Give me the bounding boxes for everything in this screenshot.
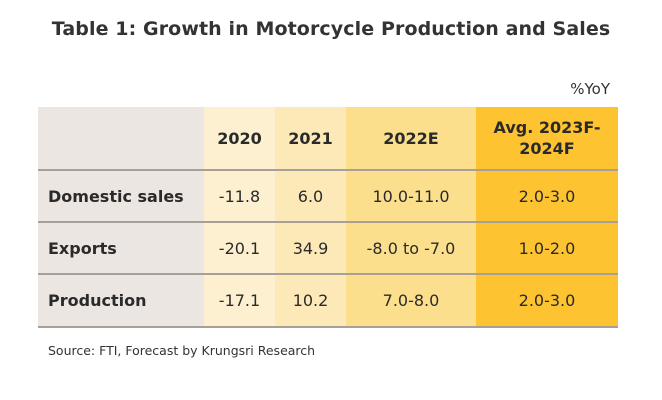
row-label-domestic-sales: Domestic sales — [48, 186, 184, 206]
table-cell: 2.0-3.0 — [518, 291, 576, 310]
source-note: Source: FTI, Forecast by Krungsri Resear… — [48, 343, 316, 358]
row-divider — [38, 221, 618, 223]
table-cell: 6.0 — [297, 186, 324, 206]
table-cell: -11.8 — [218, 186, 261, 206]
row-divider — [38, 273, 618, 275]
column-2022e-bg — [346, 107, 476, 328]
column-2021-bg — [275, 107, 346, 328]
row-label-production: Production — [48, 291, 147, 310]
label-column-bg — [38, 107, 204, 328]
table-cell: 7.0-8.0 — [382, 291, 440, 310]
table-cell: 10.0-11.0 — [372, 186, 450, 206]
header-divider — [38, 169, 618, 171]
column-avg-bg — [476, 107, 618, 328]
table-cell: -20.1 — [218, 238, 261, 258]
header-2022e: 2022E — [383, 128, 439, 148]
table-cell: 1.0-2.0 — [518, 238, 576, 258]
table-cell: 34.9 — [292, 238, 329, 258]
table-cell: 2.0-3.0 — [518, 186, 576, 206]
header-2021: 2021 — [288, 128, 333, 148]
table-bottom-border — [38, 326, 618, 328]
column-2020-bg — [204, 107, 275, 328]
table-title: Table 1: Growth in Motorcycle Production… — [51, 18, 611, 40]
row-label-exports: Exports — [48, 238, 117, 258]
growth-table: 2020 2021 2022E Avg. 2023F-2024F Domesti… — [38, 107, 618, 328]
table-cell: 10.2 — [292, 291, 329, 310]
header-2020: 2020 — [217, 128, 262, 148]
unit-label: %YoY — [570, 80, 610, 98]
header-avg-2023f-2024f: Avg. 2023F-2024F — [493, 118, 601, 158]
table-cell: -17.1 — [218, 291, 261, 310]
table-cell: -8.0 to -7.0 — [366, 238, 456, 258]
